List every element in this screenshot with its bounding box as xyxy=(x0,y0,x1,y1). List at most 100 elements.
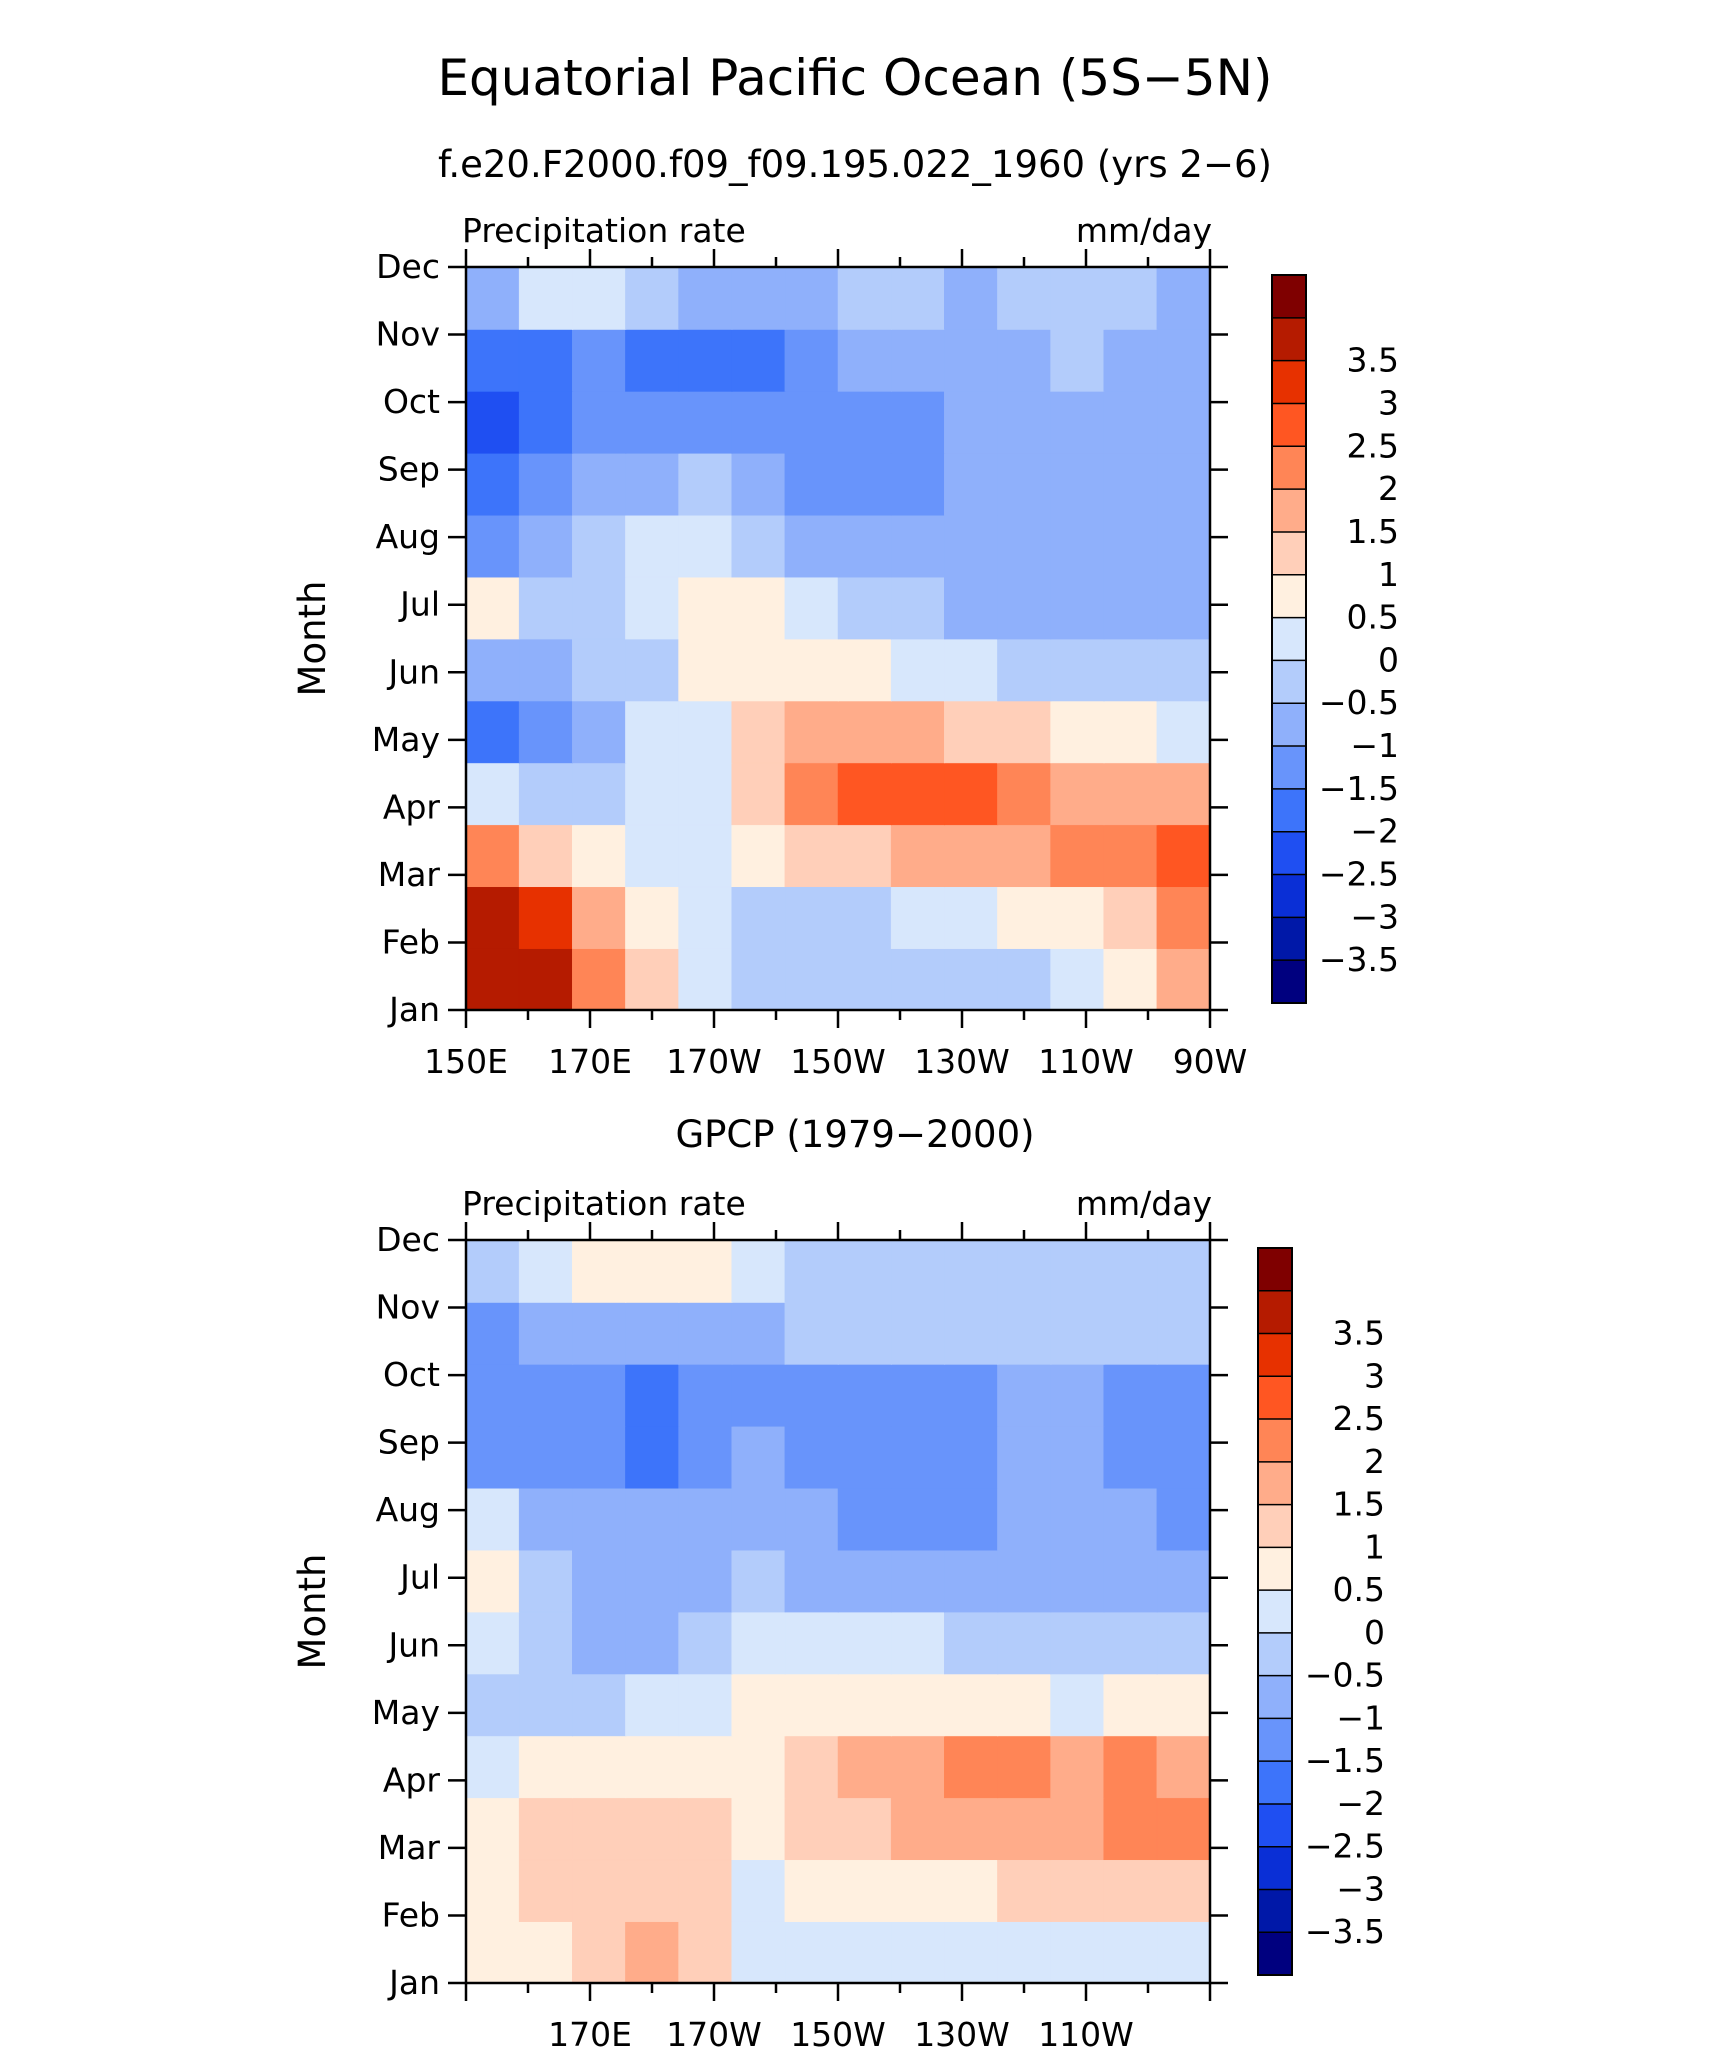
heatmap-cell xyxy=(1050,452,1105,516)
heatmap-cell xyxy=(944,328,999,392)
heatmap-cell xyxy=(997,1920,1052,1984)
heatmap-cell xyxy=(465,1735,520,1799)
heatmap-cell xyxy=(997,576,1052,640)
heatmap-cell xyxy=(678,1673,733,1737)
colorbar-label: −2 xyxy=(1336,1784,1385,1823)
colorbar-swatch xyxy=(1272,360,1306,404)
y-tick-label: Aug xyxy=(376,1490,440,1529)
y-tick-label: Sep xyxy=(378,450,440,489)
y-tick-label: Nov xyxy=(376,1288,440,1327)
heatmap-cell xyxy=(1050,1611,1105,1675)
heatmap-cell xyxy=(837,514,892,578)
heatmap-cell xyxy=(465,576,520,640)
y-tick-label: Dec xyxy=(376,1220,440,1259)
heatmap-cell xyxy=(997,700,1052,764)
heatmap-cell xyxy=(572,1858,627,1922)
heatmap-cell xyxy=(572,1239,627,1303)
heatmap-cell xyxy=(997,762,1052,826)
heatmap-cell xyxy=(625,824,680,888)
heatmap-cell xyxy=(997,1487,1052,1551)
y-tick-label: Jan xyxy=(387,1963,440,2002)
heatmap-cell xyxy=(1156,328,1211,392)
heatmap-cell xyxy=(997,514,1052,578)
heatmap-cell xyxy=(625,1797,680,1861)
heatmap-cell xyxy=(572,1487,627,1551)
heatmap-cell xyxy=(678,266,733,330)
heatmap-cell xyxy=(678,638,733,702)
heatmap-cell xyxy=(625,638,680,702)
heatmap-cell xyxy=(465,1673,520,1737)
heatmap-cell xyxy=(890,514,946,578)
colorbar-swatch xyxy=(1272,960,1306,1004)
heatmap-cell xyxy=(572,576,627,640)
heatmap-cell xyxy=(944,266,999,330)
heatmap-cell xyxy=(1156,1239,1211,1303)
heatmap-cell xyxy=(518,1425,574,1489)
heatmap-cell xyxy=(572,638,627,702)
heatmap-cell xyxy=(465,1425,520,1489)
x-tick-label: 130W xyxy=(914,2015,1010,2054)
heatmap-cell xyxy=(944,390,999,454)
heatmap-cell xyxy=(731,1487,786,1551)
heatmap-cell xyxy=(1103,328,1158,392)
heatmap-cell xyxy=(572,885,627,949)
heatmap-cell xyxy=(890,266,946,330)
colorbar-swatch xyxy=(1272,317,1306,362)
colorbar-label: 3.5 xyxy=(1333,1314,1385,1353)
heatmap-cell xyxy=(625,1735,680,1799)
heatmap-cell xyxy=(784,452,839,516)
heatmap-cell xyxy=(890,1673,946,1737)
y-tick-label: Apr xyxy=(383,787,441,826)
heatmap-cells xyxy=(465,266,1211,1011)
heatmap-cell xyxy=(518,1673,574,1737)
y-tick-label: Apr xyxy=(383,1760,441,1799)
heatmap-cell xyxy=(731,266,786,330)
colorbar-swatch xyxy=(1272,831,1306,875)
colorbar-swatch xyxy=(1272,489,1306,533)
heatmap-cell xyxy=(625,576,680,640)
heatmap-cell xyxy=(837,452,892,516)
heatmap-cell xyxy=(837,824,892,888)
heatmap-cell xyxy=(731,390,786,454)
heatmap-cell xyxy=(944,576,999,640)
heatmap-cell xyxy=(465,1239,520,1303)
heatmap-cell xyxy=(572,1301,627,1365)
heatmap-cell xyxy=(572,700,627,764)
heatmap-cell xyxy=(465,1797,520,1861)
heatmap-cell xyxy=(784,1239,839,1303)
heatmap-cell xyxy=(465,390,520,454)
heatmap-cell xyxy=(1103,1239,1158,1303)
heatmap-cell xyxy=(572,1611,627,1675)
heatmap-cell xyxy=(837,1425,892,1489)
heatmap-cell xyxy=(837,762,892,826)
heatmap-cell xyxy=(784,1425,839,1489)
heatmap-cell xyxy=(731,1858,786,1922)
heatmap-cell xyxy=(997,452,1052,516)
heatmap-cell xyxy=(678,1363,733,1427)
heatmap-cell xyxy=(465,266,520,330)
heatmap-cell xyxy=(784,1363,839,1427)
heatmap-cell xyxy=(1050,266,1105,330)
colorbar-label: 2.5 xyxy=(1333,1399,1385,1438)
heatmap-cell xyxy=(572,514,627,578)
colorbar-label: 1 xyxy=(1364,1527,1385,1566)
heatmap-cell xyxy=(784,266,839,330)
heatmap-cell xyxy=(465,762,520,826)
heatmap-cell xyxy=(1156,1425,1211,1489)
heatmap-cell xyxy=(678,700,733,764)
colorbar-swatch xyxy=(1258,1675,1292,1719)
heatmap-cell xyxy=(1156,1549,1211,1613)
heatmap-cell xyxy=(1156,947,1211,1011)
heatmap-cell xyxy=(465,328,520,392)
colorbar-swatch xyxy=(1258,1590,1292,1634)
heatmap-cell xyxy=(518,514,574,578)
colorbar-label: −3 xyxy=(1350,897,1399,936)
heatmap-cell xyxy=(784,700,839,764)
heatmap-cell xyxy=(1103,1735,1158,1799)
heatmap-cell xyxy=(731,452,786,516)
heatmap-cell xyxy=(731,514,786,578)
heatmap-cell xyxy=(731,762,786,826)
heatmap-cell xyxy=(1050,824,1105,888)
heatmap-cell xyxy=(518,947,574,1011)
heatmap-cell xyxy=(997,266,1052,330)
